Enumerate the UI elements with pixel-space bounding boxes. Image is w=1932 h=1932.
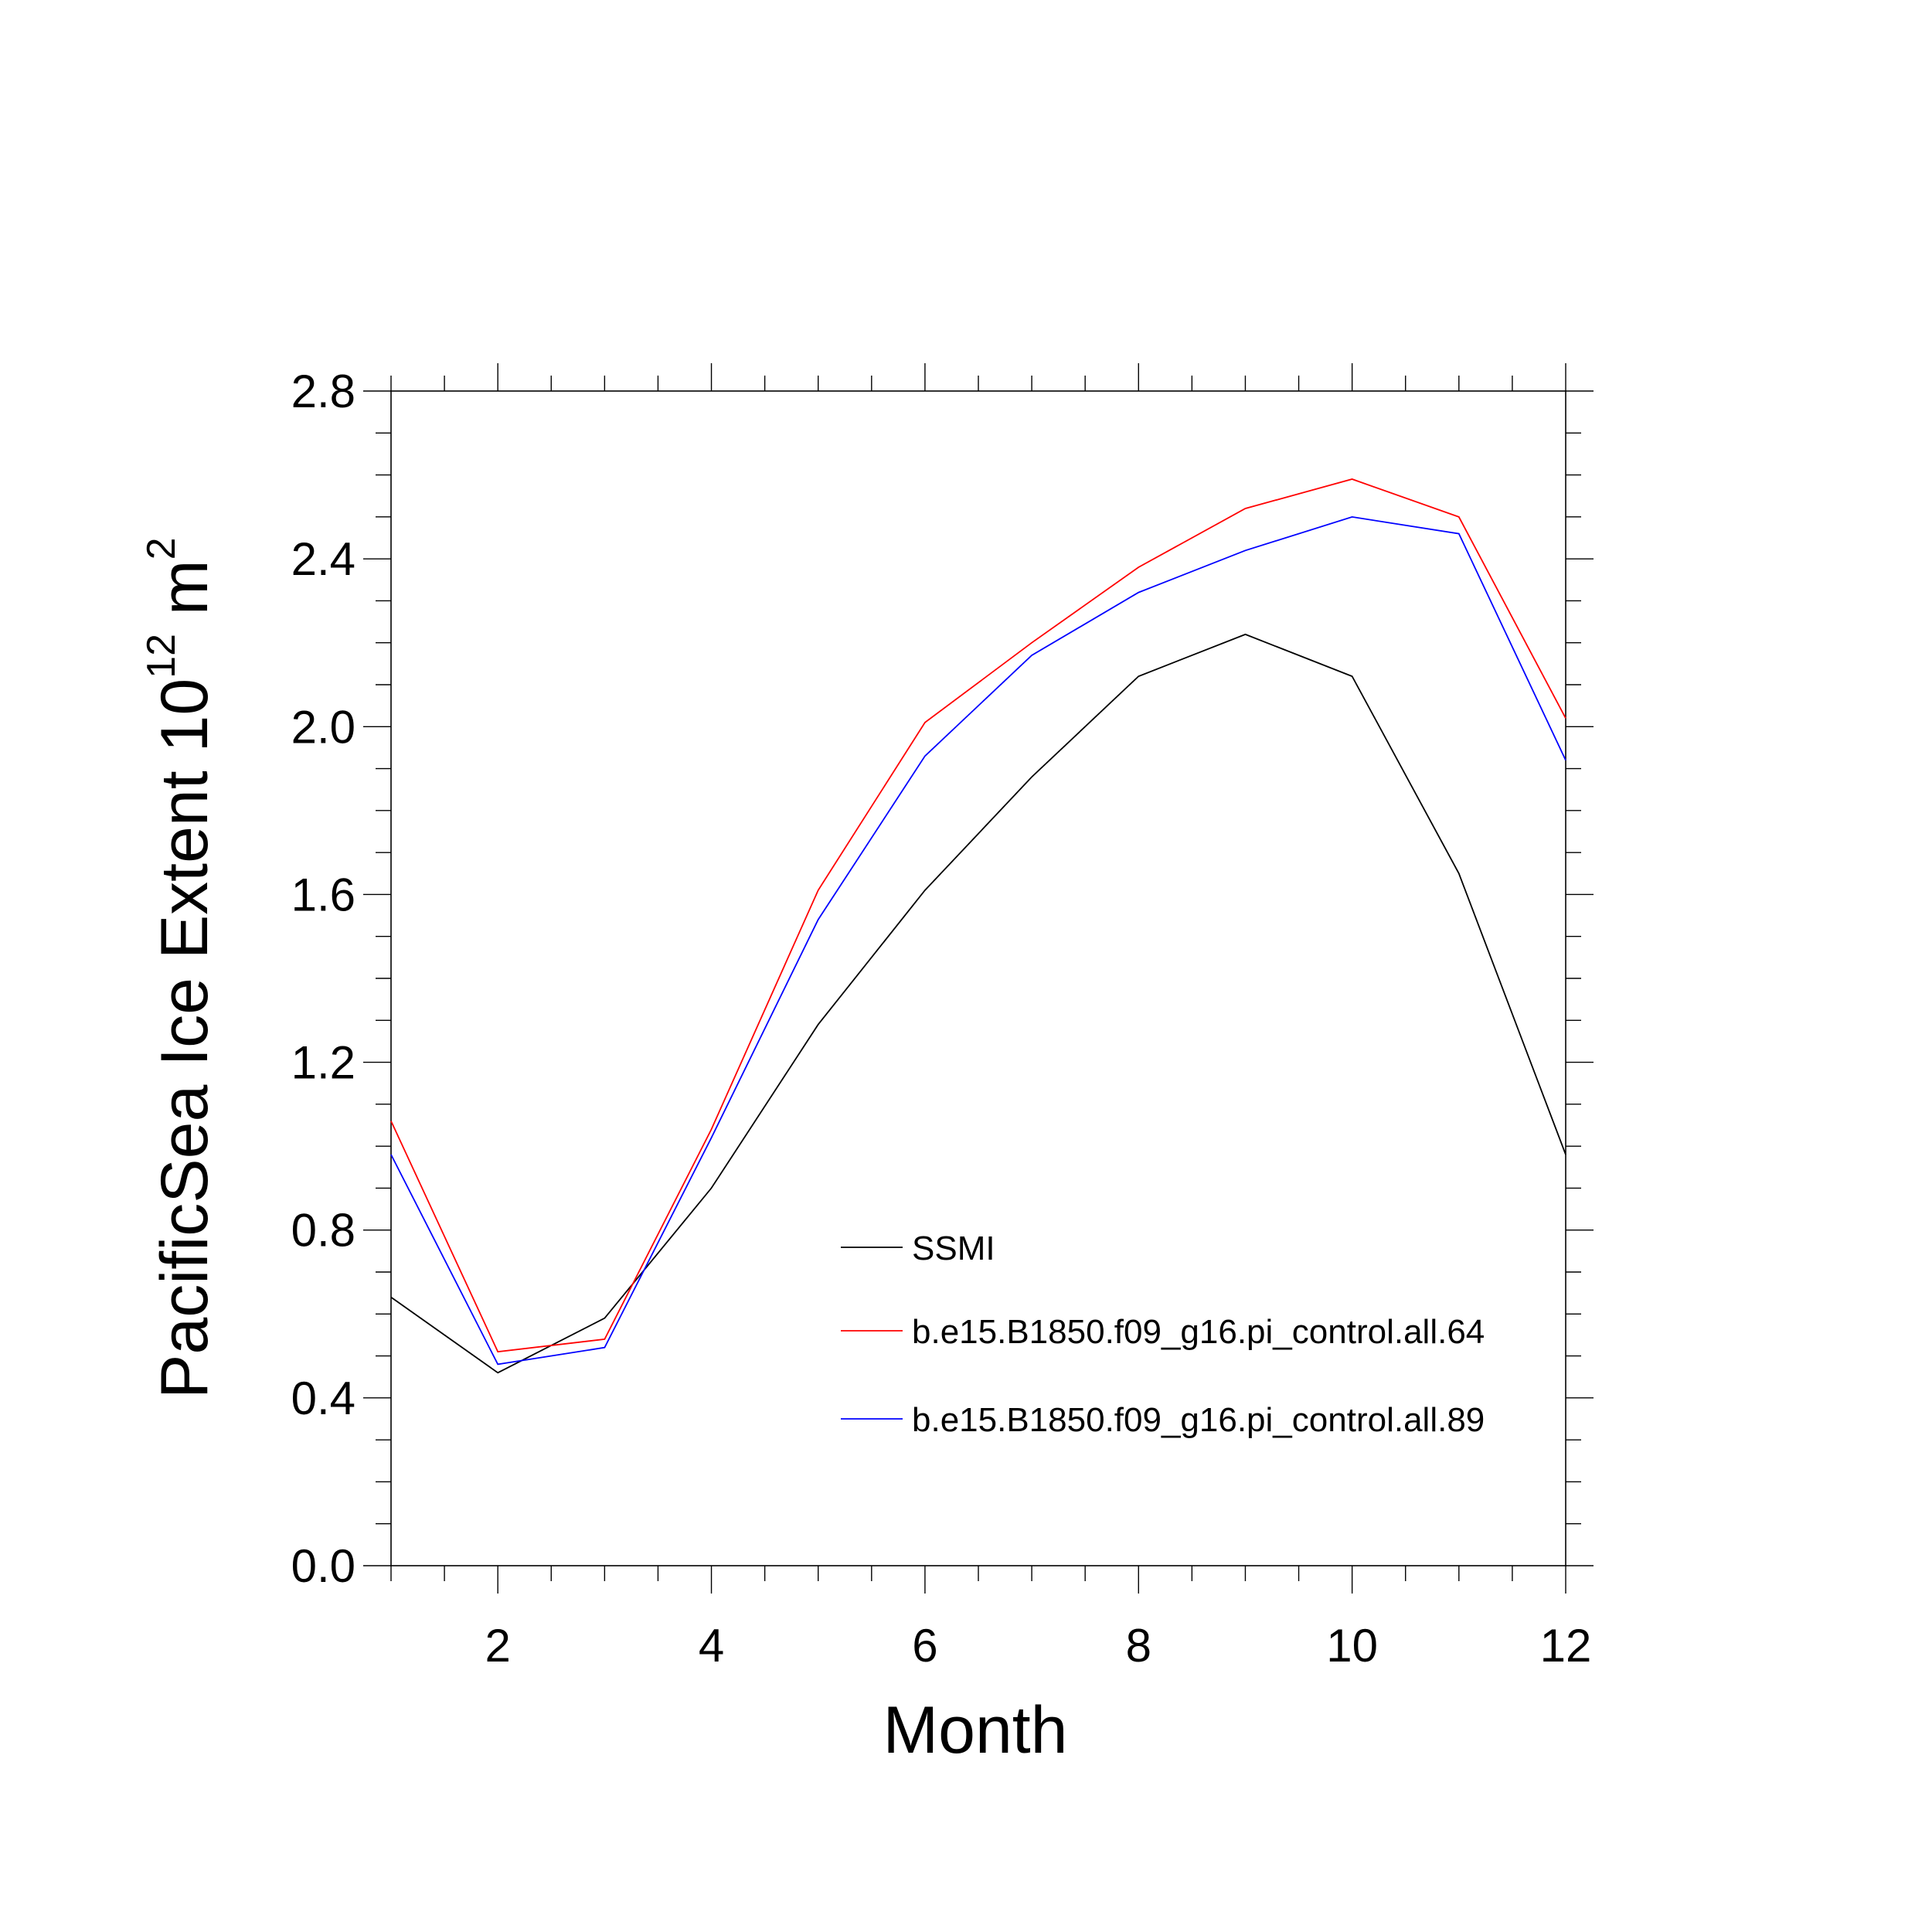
y-tick-label: 1.6 <box>291 869 355 920</box>
series-line-1 <box>390 633 1566 1374</box>
plot-border <box>390 390 1566 1566</box>
x-tick-label: 2 <box>485 1620 510 1672</box>
y-axis-title-prefix: PacificSea Ice Extent 10 <box>148 679 222 1399</box>
x-tick-label: 10 <box>1326 1620 1378 1672</box>
series-line-3 <box>390 515 1566 1366</box>
legend-label-1: SSMI <box>912 1230 995 1267</box>
legend-label-3: b.e15.B1850.f09_g16.pi_control.all.89 <box>912 1401 1485 1439</box>
y-axis-title-exponent: 12 <box>139 634 184 679</box>
legend-label-2: b.e15.B1850.f09_g16.pi_control.all.64 <box>912 1313 1485 1351</box>
y-tick-label: 2.0 <box>291 701 355 753</box>
series-line-2 <box>390 478 1566 1353</box>
y-tick-label: 0.0 <box>291 1540 355 1592</box>
y-tick-label: 0.8 <box>291 1205 355 1257</box>
y-tick-label: 2.4 <box>291 533 355 585</box>
plot-frame <box>390 390 1566 1566</box>
x-tick-label: 4 <box>699 1620 724 1672</box>
y-tick-label: 0.4 <box>291 1372 355 1424</box>
x-tick-label: 12 <box>1540 1620 1592 1672</box>
y-axis-title: PacificSea Ice Extent 1012 m2 <box>139 538 222 1400</box>
y-tick-label: 2.8 <box>291 366 355 417</box>
legend: SSMI b.e15.B1850.f09_g16.pi_control.all.6… <box>841 1230 1485 1439</box>
y-axis-title-unit-exponent: 2 <box>139 538 184 560</box>
x-tick-label: 6 <box>912 1620 937 1672</box>
x-axis-title: Month <box>883 1693 1067 1767</box>
y-axis-title-unit: m <box>148 560 222 634</box>
axis-ticks <box>363 363 1594 1594</box>
series-lines <box>390 478 1566 1374</box>
y-tick-label: 1.2 <box>291 1037 355 1089</box>
x-tick-label: 8 <box>1126 1620 1151 1672</box>
axis-tick-labels: 2 4 6 8 10 12 0.0 0.4 0.8 1.2 1.6 2.0 2.4 2.8 <box>291 366 1592 1672</box>
